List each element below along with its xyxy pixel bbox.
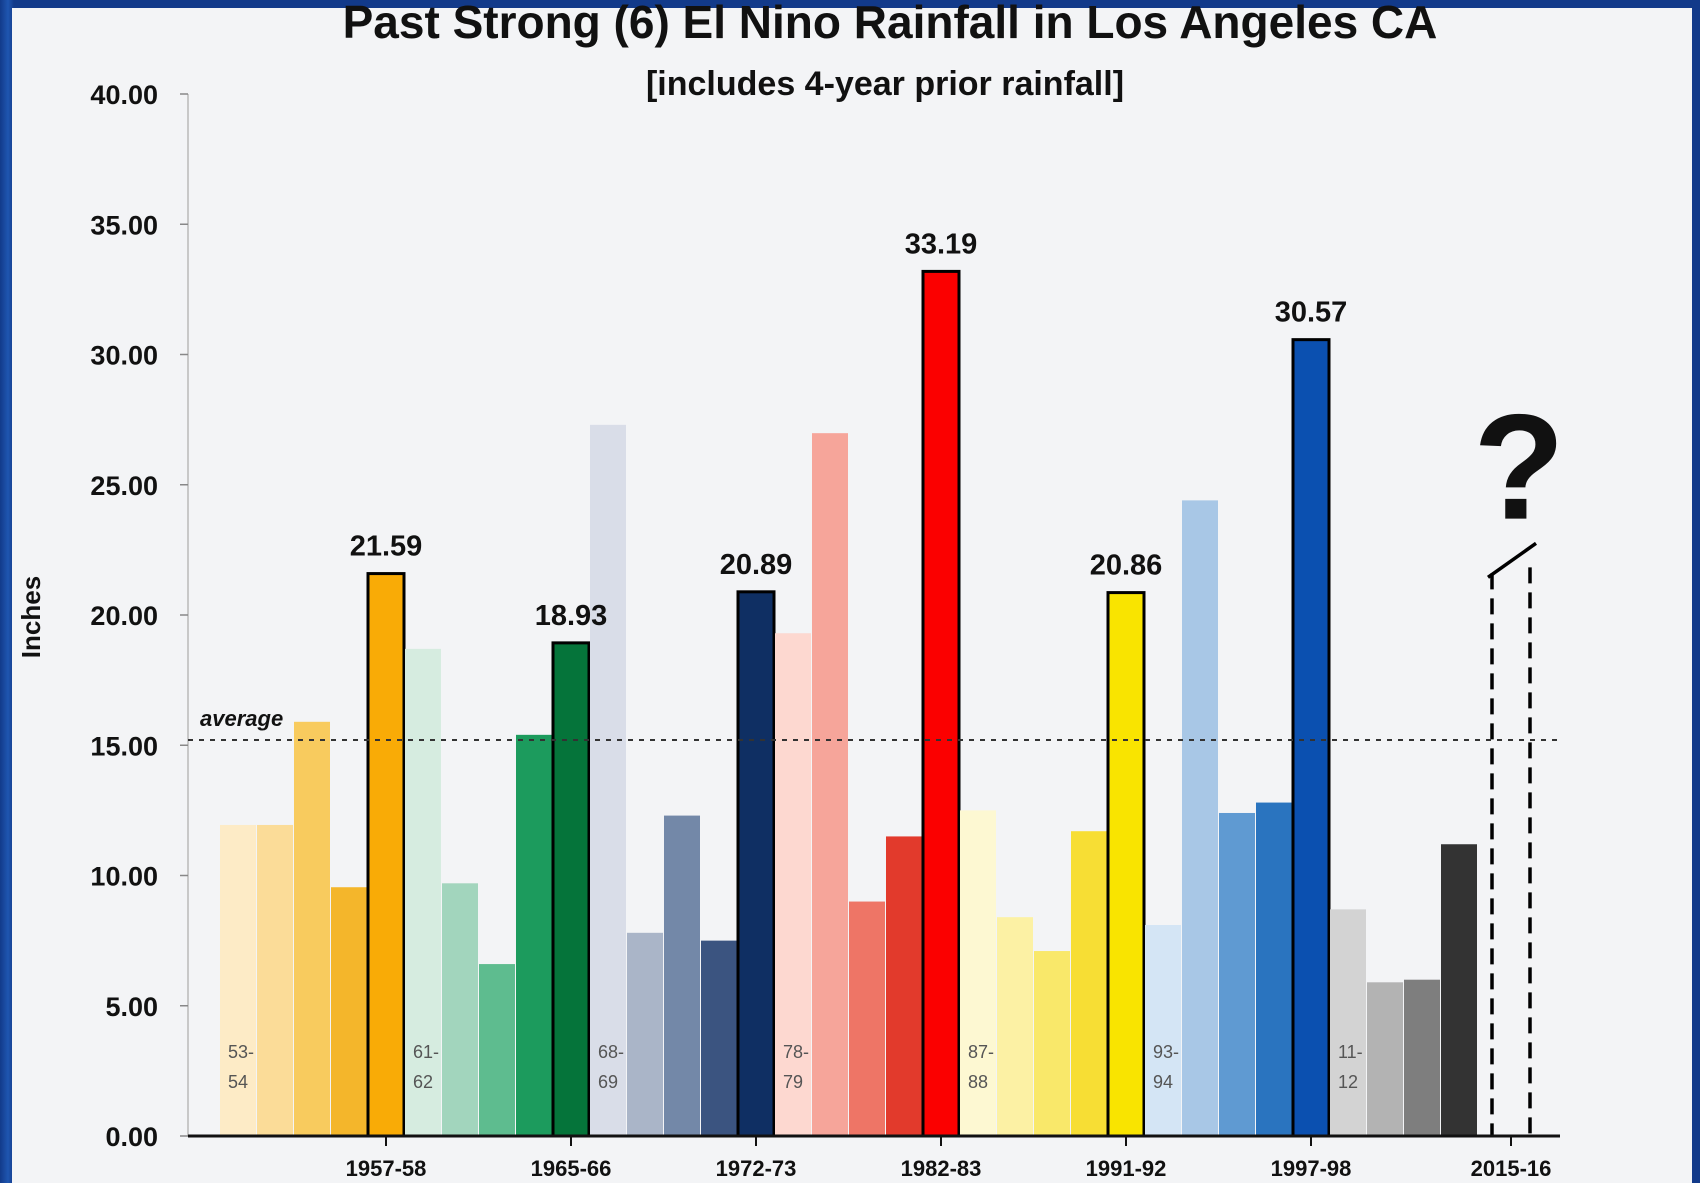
bar-1957-58-prior-3 [294, 721, 330, 1136]
bar-2015-16-prior-3 [1404, 979, 1440, 1136]
bar-1957-58-prior-4 [331, 887, 367, 1136]
bar-1965-66-prior-3 [479, 964, 515, 1136]
bar-1997-98-prior-1 [1145, 924, 1181, 1136]
question-mark: ? [1473, 383, 1565, 551]
y-tick-label: 40.00 [90, 80, 158, 110]
bar-1972-73-prior-4 [701, 940, 737, 1136]
data-label-1965-66: 18.93 [535, 600, 608, 632]
bar-1957-58-prior-2 [257, 824, 293, 1136]
bar-1991-92-prior-3 [1034, 951, 1070, 1136]
season-start-label: 68-69 [598, 1042, 624, 1092]
bar-1982-83-prior-4 [886, 836, 922, 1136]
y-tick-label: 0.00 [105, 1122, 158, 1152]
bar-2015-16-prior-2 [1367, 982, 1403, 1136]
bar-1982-83-prior-1 [775, 633, 811, 1136]
x-tick-label: 1965-66 [531, 1156, 612, 1181]
x-tick-label: 2015-16 [1471, 1156, 1552, 1181]
bar-1997-98-prior-3 [1219, 812, 1255, 1136]
bar-1991-92-prior-1 [960, 810, 996, 1136]
y-tick-label: 5.00 [105, 992, 158, 1022]
bar-1957-58-prior-1 [220, 824, 256, 1136]
chart-title: Past Strong (6) El Nino Rainfall in Los … [343, 0, 1438, 48]
season-start-label: 93-94 [1153, 1042, 1179, 1092]
data-label-1957-58: 21.59 [350, 531, 423, 563]
bar-1991-92-prior-4 [1071, 831, 1107, 1136]
bar-1997-98-prior-2 [1182, 500, 1218, 1136]
y-tick-label: 30.00 [90, 341, 158, 371]
y-tick-label: 15.00 [90, 731, 158, 761]
season-start-label: 53-54 [228, 1042, 254, 1092]
bar-el-nino-1972-73 [736, 590, 776, 1138]
y-tick-label: 20.00 [90, 601, 158, 631]
y-tick-label: 25.00 [90, 471, 158, 501]
y-tick-label: 10.00 [90, 862, 158, 892]
y-axis-label: Inches [16, 576, 46, 658]
bar-1982-83-prior-2 [812, 433, 848, 1136]
bar-1991-92-prior-2 [997, 917, 1033, 1136]
bar-1965-66-prior-4 [516, 734, 552, 1136]
bar-el-nino-1982-83 [921, 269, 961, 1138]
bar-1972-73-prior-2 [627, 932, 663, 1136]
data-label-1972-73: 20.89 [720, 549, 793, 581]
bar-1965-66-prior-1 [405, 648, 441, 1136]
bar-1965-66-prior-2 [442, 883, 478, 1136]
bar-2015-16-prior-4 [1441, 844, 1477, 1136]
x-tick-label: 1972-73 [716, 1156, 797, 1181]
chart-subtitle: [includes 4-year prior rainfall] [646, 65, 1124, 103]
bar-el-nino-1957-58 [366, 572, 406, 1138]
data-label-1997-98: 30.57 [1275, 297, 1348, 329]
y-tick-label: 35.00 [90, 210, 158, 240]
bar-el-nino-1991-92 [1106, 591, 1146, 1138]
bar-1982-83-prior-3 [849, 901, 885, 1136]
season-start-label: 87-88 [968, 1042, 994, 1092]
pending-bar-top-slash [1486, 541, 1538, 579]
season-start-label: 11-12 [1338, 1042, 1363, 1092]
bar-el-nino-1997-98 [1291, 338, 1331, 1138]
bar-1997-98-prior-4 [1256, 802, 1292, 1136]
average-label: average [200, 706, 283, 731]
bar-el-nino-1965-66 [551, 641, 591, 1138]
bar-1972-73-prior-1 [590, 424, 626, 1137]
data-label-1991-92: 20.86 [1090, 550, 1163, 582]
x-tick-label: 1991-92 [1086, 1156, 1167, 1181]
data-label-1982-83: 33.19 [905, 228, 978, 260]
season-start-label: 78-79 [783, 1042, 809, 1092]
x-tick-label: 1957-58 [346, 1156, 427, 1181]
x-tick-label: 1997-98 [1271, 1156, 1352, 1181]
season-start-label: 61-62 [413, 1042, 439, 1092]
bar-1972-73-prior-3 [664, 815, 700, 1136]
x-tick-label: 1982-83 [901, 1156, 982, 1181]
bar-2015-16-prior-1 [1330, 909, 1366, 1136]
